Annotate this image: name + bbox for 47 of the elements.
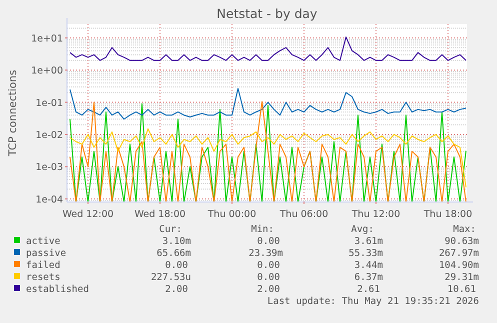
text: 29.31m [444, 272, 480, 283]
text: 2.00 [165, 284, 188, 295]
text: 3.10m [162, 236, 192, 247]
line-series [70, 128, 466, 188]
legend-label: resets [26, 272, 60, 283]
text: Min: [251, 224, 274, 235]
line-series [70, 88, 466, 120]
text: 0.00 [257, 272, 280, 283]
line-series [70, 36, 466, 61]
text: 3.61m [354, 236, 384, 247]
text: 6.37m [354, 272, 384, 283]
text: Avg: [351, 224, 374, 235]
text: 267.97m [438, 248, 480, 259]
legend-label: active [26, 236, 61, 247]
text: 23.39m [248, 248, 284, 259]
text: Max: [453, 224, 476, 235]
y-tick-label: 1e-03 [36, 162, 63, 174]
x-tick-label: Wed 18:00 [134, 209, 186, 220]
x-tick-label: Thu 00:00 [206, 209, 256, 220]
text: 0.00 [257, 236, 280, 247]
y-tick-label: 1e-01 [36, 98, 63, 109]
text: Last update: Thu May 21 19:35:21 2026 [267, 296, 480, 307]
text: 65.66m [156, 248, 192, 259]
y-tick-label: 1e-02 [36, 130, 63, 141]
text: 90.63m [444, 236, 480, 247]
y-tick-label: 1e+00 [31, 66, 63, 77]
legend-label: passive [26, 248, 66, 259]
text: 0.00 [165, 260, 188, 271]
text: 55.33m [348, 248, 384, 259]
x-tick-label: Thu 12:00 [350, 209, 400, 220]
x-tick-label: Wed 12:00 [62, 209, 114, 220]
text: 0.00 [257, 260, 280, 271]
text: 10.61 [447, 284, 476, 295]
y-axis-title: TCP connections [7, 70, 19, 158]
x-tick-label: Thu 18:00 [422, 209, 472, 220]
text: 2.00 [257, 284, 280, 295]
text: 227.53u [150, 272, 191, 283]
x-tick-label: Thu 06:00 [278, 209, 328, 220]
text: Cur: [159, 224, 182, 235]
text: 3.44m [354, 260, 384, 271]
y-tick-label: 1e-04 [36, 194, 63, 206]
legend-label: established [26, 284, 89, 295]
legend-label: failed [26, 260, 60, 271]
chart-title: Netstat - by day [216, 6, 318, 21]
text: 104.90m [438, 260, 480, 271]
text: 2.61 [357, 284, 380, 295]
y-tick-label: 1e+01 [31, 33, 63, 44]
